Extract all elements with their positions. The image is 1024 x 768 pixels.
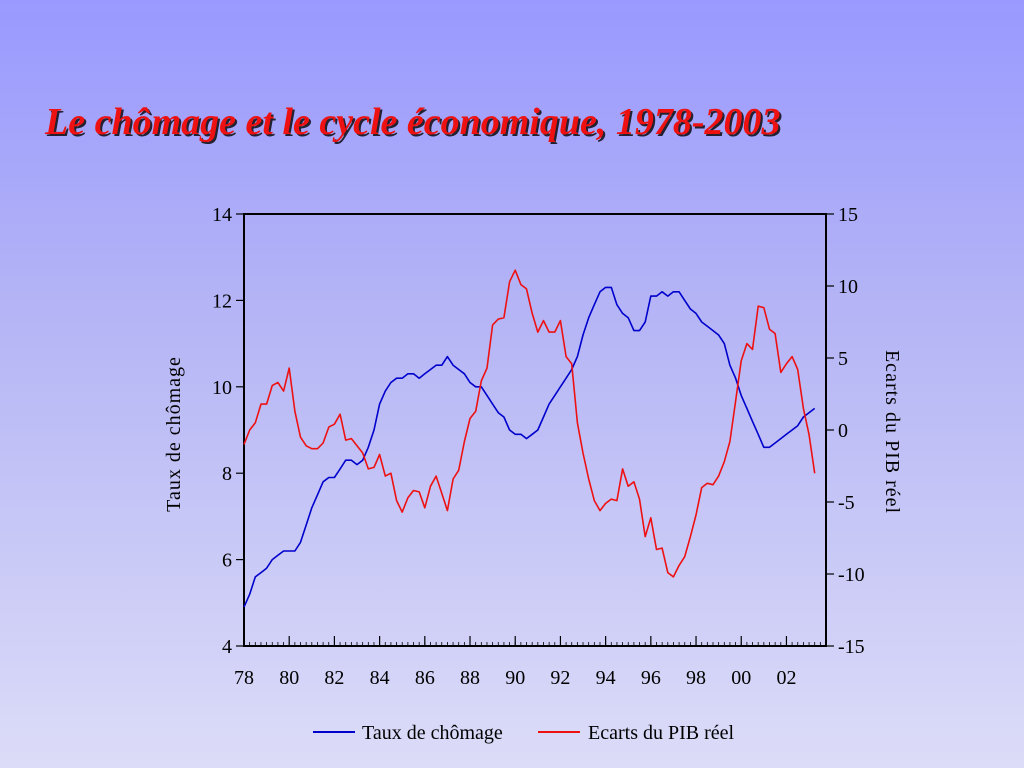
x-tick-label: 78: [234, 667, 254, 689]
y-right-tick-label: -5: [838, 492, 855, 514]
y-right-tick-label: 10: [838, 276, 858, 298]
x-tick-label: 86: [415, 667, 435, 689]
legend-label-unemployment: Taux de chômage: [362, 722, 503, 744]
y-axis-right: -15 -10 -5 0 5 10 15: [826, 204, 865, 658]
y-axis-right-title: Ecarts du PIB réel: [881, 350, 903, 514]
y-left-tick-label: 10: [212, 377, 232, 399]
x-tick-label: 80: [279, 667, 299, 689]
x-tick-label: 98: [686, 667, 706, 689]
y-right-tick-label: -10: [838, 564, 865, 586]
x-tick-label: 92: [550, 667, 570, 689]
x-axis: 78 80 82 84 86 88 90 92 94 96 98 00 02: [234, 636, 827, 689]
series-line-gdp-gap: [243, 269, 816, 578]
y-right-tick-label: 5: [838, 348, 848, 370]
x-tick-label: 96: [641, 667, 661, 689]
series-group: [243, 269, 816, 608]
y-axis-left: 4 6 8 10 12 14: [212, 204, 244, 658]
x-tick-label: 88: [460, 667, 480, 689]
y-left-tick-label: 8: [222, 463, 232, 485]
x-tick-label: 94: [596, 667, 616, 689]
legend-label-gdp-gap: Ecarts du PIB réel: [588, 722, 735, 744]
x-tick-label: 84: [370, 667, 390, 689]
x-tick-label: 02: [776, 667, 796, 689]
y-left-tick-label: 4: [222, 636, 232, 658]
x-tick-label: 82: [324, 667, 344, 689]
series-line-unemployment: [243, 286, 816, 608]
y-right-tick-label: 15: [838, 204, 858, 226]
x-tick-label: 00: [731, 667, 751, 689]
y-right-tick-label: -15: [838, 636, 865, 658]
slide-title: Le chômage et le cycle économique, 1978-…: [45, 101, 781, 143]
y-right-tick-label: 0: [838, 420, 848, 442]
y-left-tick-label: 14: [212, 204, 232, 226]
y-left-tick-label: 6: [222, 550, 232, 572]
plot-frame: [243, 213, 827, 647]
y-left-tick-label: 12: [212, 290, 232, 312]
y-axis-left-title: Taux de chômage: [163, 356, 185, 512]
x-tick-label: 90: [505, 667, 525, 689]
legend: Taux de chômage Ecarts du PIB réel: [313, 722, 735, 744]
